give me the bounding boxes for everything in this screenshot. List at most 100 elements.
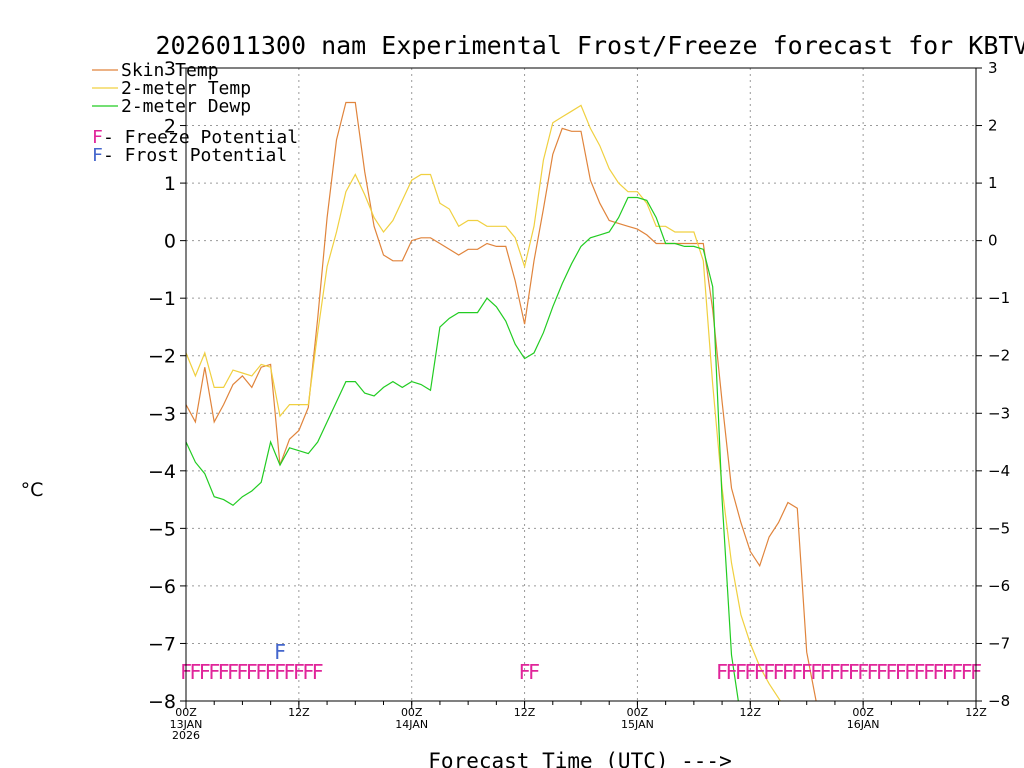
freeze-marker: F <box>951 660 963 684</box>
freeze-marker: F <box>867 660 879 684</box>
freeze-marker: F <box>772 660 784 684</box>
y-tick-label: −6 <box>148 576 176 598</box>
freeze-marker: F <box>236 660 248 684</box>
freeze-marker: F <box>923 660 935 684</box>
freeze-marker: F <box>763 660 775 684</box>
frost-marker: F <box>274 640 286 664</box>
freeze-marker: F <box>744 660 756 684</box>
freeze-marker: F <box>829 660 841 684</box>
x-axis-label: Forecast Time (UTC) ---> <box>428 749 731 768</box>
freeze-marker: F <box>227 660 239 684</box>
y-tick-label-right: −6 <box>988 577 1010 595</box>
freeze-marker: F <box>265 660 277 684</box>
freeze-marker: F <box>725 660 737 684</box>
x-tick-date: 2026 <box>172 729 200 742</box>
legend-label: 2-meter Temp <box>121 78 251 99</box>
x-tick-date: 14JAN <box>395 718 428 731</box>
y-tick-label-right: −7 <box>988 634 1010 652</box>
y-tick-label: −2 <box>148 346 176 368</box>
series-lines <box>186 101 817 701</box>
freeze-marker: F <box>218 660 230 684</box>
freeze-marker: F <box>942 660 954 684</box>
y-tick-label-right: 0 <box>988 232 998 250</box>
freeze-marker: F <box>885 660 897 684</box>
freeze-marker: F <box>302 660 314 684</box>
freeze-marker: F <box>199 660 211 684</box>
x-tick-label: 12Z <box>740 706 762 719</box>
y-tick-label: −4 <box>148 461 176 483</box>
freeze-marker: F <box>274 660 286 684</box>
legend-marker-letter: F <box>92 127 103 148</box>
y-tick-label-right: 1 <box>988 174 998 192</box>
y-tick-label-right: 3 <box>988 59 998 77</box>
x-tick-label: 00Z <box>627 706 649 719</box>
y-tick-label: −7 <box>148 633 176 655</box>
freeze-marker: F <box>246 660 258 684</box>
freeze-marker: F <box>810 660 822 684</box>
x-tick-date: 16JAN <box>847 718 880 731</box>
freeze-marker: F <box>312 660 324 684</box>
legend-marker-text: - Freeze Potential <box>103 127 298 148</box>
y-axis-left: 3 2 1 0 −1 −2 −3 −4 −5 −6 −7 −8 <box>148 58 186 713</box>
x-tick-label: 00Z <box>175 706 197 719</box>
x-tick-label: 12Z <box>514 706 536 719</box>
chart-title: 2026011300 nam Experimental Frost/Freeze… <box>156 31 1024 60</box>
freeze-marker: F <box>801 660 813 684</box>
freeze-marker: F <box>283 660 295 684</box>
freeze-marker: F <box>895 660 907 684</box>
freeze-marker: F <box>820 660 832 684</box>
freeze-marker: F <box>838 660 850 684</box>
freeze-marker: F <box>876 660 888 684</box>
y-tick-label-right: −3 <box>988 404 1010 422</box>
freeze-marker: F <box>293 660 305 684</box>
freeze-marker: F <box>754 660 766 684</box>
plot-frame <box>185 67 977 702</box>
x-tick-label: 12Z <box>965 706 987 719</box>
y-tick-label: −8 <box>148 691 176 713</box>
legend-marker-text: - Frost Potential <box>103 145 287 166</box>
y-tick-label-right: −5 <box>988 519 1010 537</box>
y-axis-right: 3 2 1 0 −1 −2 −3 −4 −5 −6 −7 −8 <box>976 59 1010 710</box>
legend-label: 2-meter Dewp <box>121 96 251 117</box>
y-tick-label: −3 <box>148 403 176 425</box>
y-tick-label: 3 <box>164 58 176 80</box>
freeze-marker: F <box>848 660 860 684</box>
freeze-marker: F <box>961 660 973 684</box>
freeze-marker: F <box>528 660 540 684</box>
y-tick-label-right: 2 <box>988 117 998 135</box>
freeze-marker: F <box>914 660 926 684</box>
y-tick-label-right: −1 <box>988 289 1010 307</box>
y-tick-label: 1 <box>164 173 176 195</box>
series-line-2-meter-temp <box>186 104 782 701</box>
freeze-marker: F <box>782 660 794 684</box>
freeze-marker: F <box>857 660 869 684</box>
grid <box>185 67 977 702</box>
y-tick-label: 0 <box>164 231 176 253</box>
freeze-marker: F <box>735 660 747 684</box>
y-tick-label-right: −8 <box>988 692 1010 710</box>
y-tick-label-right: −4 <box>988 462 1010 480</box>
legend-marker-letter: F <box>92 145 103 166</box>
legend-label: Skin Temp <box>121 60 219 81</box>
y-tick-label: −1 <box>148 288 176 310</box>
x-tick-date: 13JAN <box>170 718 203 731</box>
series-line-skin-temp <box>186 101 817 701</box>
y-tick-label-right: −2 <box>988 347 1010 365</box>
freeze-marker: F <box>208 660 220 684</box>
x-tick-label: 00Z <box>852 706 874 719</box>
freeze-marker: F <box>904 660 916 684</box>
series-line-2-meter-dewp <box>186 196 739 701</box>
freeze-marker: F <box>791 660 803 684</box>
x-tick-date: 15JAN <box>621 718 654 731</box>
x-tick-label: 00Z <box>401 706 423 719</box>
freeze-marker: F <box>189 660 201 684</box>
y-tick-label: 2 <box>164 116 176 138</box>
y-axis-label: °C <box>21 479 44 501</box>
freeze-marker: F <box>716 660 728 684</box>
x-tick-label: 12Z <box>288 706 310 719</box>
freeze-marker: F <box>519 660 531 684</box>
